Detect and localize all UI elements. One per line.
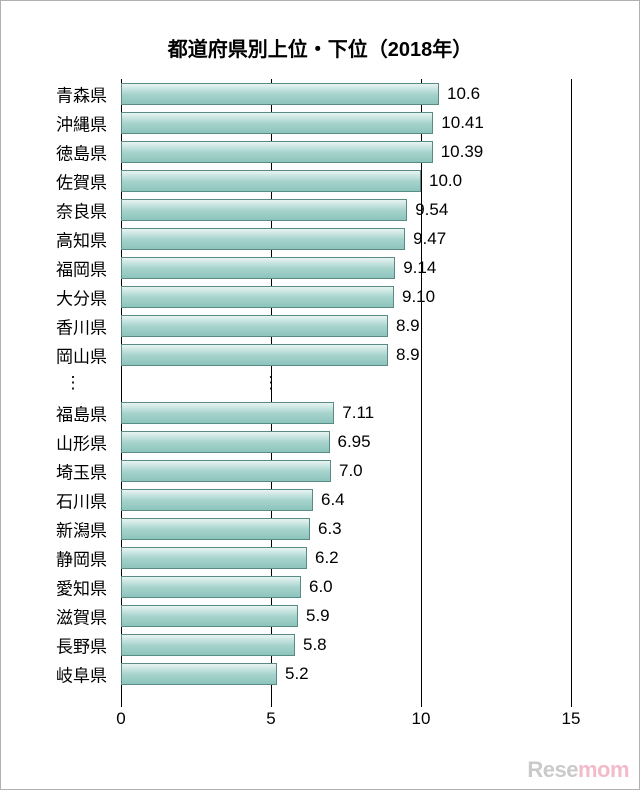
bar-label: 福岡県 — [56, 256, 107, 281]
bar-value: 10.6 — [447, 84, 480, 104]
bar — [121, 402, 334, 424]
ellipsis-value-col: ⋮ — [261, 373, 281, 389]
bar — [121, 460, 331, 482]
bar-row: 6.95山形県 — [121, 431, 330, 453]
x-gridline — [571, 79, 572, 707]
bar-label: 佐賀県 — [56, 169, 107, 194]
bar-value: 9.54 — [415, 200, 448, 220]
plot-area: 05101510.6青森県10.41沖縄県10.39徳島県10.0佐賀県9.54… — [121, 79, 571, 701]
bar-label: 滋賀県 — [56, 604, 107, 629]
bar-value: 6.4 — [321, 490, 345, 510]
bar — [121, 576, 301, 598]
bar-row: 7.0埼玉県 — [121, 460, 331, 482]
bar — [121, 518, 310, 540]
bar — [121, 605, 298, 627]
bar — [121, 141, 433, 163]
bar — [121, 431, 330, 453]
bar-value: 7.0 — [339, 461, 363, 481]
bar-label: 徳島県 — [56, 140, 107, 165]
bar-value: 9.47 — [413, 229, 446, 249]
bar-value: 8.9 — [396, 345, 420, 365]
bar-label: 高知県 — [56, 227, 107, 252]
bar-row: 10.39徳島県 — [121, 141, 433, 163]
bar-label: 山形県 — [56, 430, 107, 455]
bar-row: 6.0愛知県 — [121, 576, 301, 598]
bar-value: 9.14 — [403, 258, 436, 278]
bar-value: 6.2 — [315, 548, 339, 568]
bar — [121, 489, 313, 511]
bar-label: 静岡県 — [56, 546, 107, 571]
bar-label: 岐阜県 — [56, 662, 107, 687]
bar-row: 6.4石川県 — [121, 489, 313, 511]
bar — [121, 286, 394, 308]
bar-label: 青森県 — [56, 82, 107, 107]
chart-title: 都道府県別上位・下位（2018年） — [1, 33, 639, 62]
bar-row: 5.8長野県 — [121, 634, 295, 656]
bar-row: 5.9滋賀県 — [121, 605, 298, 627]
bar-label: 沖縄県 — [56, 111, 107, 136]
bar-value: 6.3 — [318, 519, 342, 539]
x-gridline — [421, 79, 422, 707]
bar-label: 岡山県 — [56, 343, 107, 368]
bar-row: 7.11福島県 — [121, 402, 334, 424]
bar-row: 8.9香川県 — [121, 315, 388, 337]
bar — [121, 228, 405, 250]
bar-value: 10.39 — [441, 142, 484, 162]
watermark-left: Rese — [527, 757, 578, 782]
bar-value: 10.41 — [441, 113, 484, 133]
bar-label: 長野県 — [56, 633, 107, 658]
bar — [121, 663, 277, 685]
ellipsis-label-col: ⋮ — [63, 373, 83, 389]
x-tick-label: 0 — [116, 709, 125, 729]
bar-value: 6.0 — [309, 577, 333, 597]
bar-row: 8.9岡山県 — [121, 344, 388, 366]
bar — [121, 257, 395, 279]
bar-value: 5.2 — [285, 664, 309, 684]
bar-label: 福島県 — [56, 401, 107, 426]
bar-row: 10.0佐賀県 — [121, 170, 421, 192]
bar — [121, 547, 307, 569]
watermark: Resemom — [527, 757, 629, 783]
bar — [121, 170, 421, 192]
bar-label: 新潟県 — [56, 517, 107, 542]
bar-label: 大分県 — [56, 285, 107, 310]
bar — [121, 344, 388, 366]
bar-label: 香川県 — [56, 314, 107, 339]
watermark-right: mom — [578, 757, 629, 782]
bar-row: 10.41沖縄県 — [121, 112, 433, 134]
bar-row: 5.2岐阜県 — [121, 663, 277, 685]
bar-row: 10.6青森県 — [121, 83, 439, 105]
bar — [121, 83, 439, 105]
bar-row: 9.14福岡県 — [121, 257, 395, 279]
bar — [121, 315, 388, 337]
bar-value: 10.0 — [429, 171, 462, 191]
bar-value: 9.10 — [402, 287, 435, 307]
bar-row: 6.3新潟県 — [121, 518, 310, 540]
bar-value: 7.11 — [342, 403, 374, 423]
chart-frame: 都道府県別上位・下位（2018年） 05101510.6青森県10.41沖縄県1… — [0, 0, 640, 790]
bar-row: 9.47高知県 — [121, 228, 405, 250]
bar-label: 石川県 — [56, 488, 107, 513]
bar — [121, 634, 295, 656]
bar-value: 5.9 — [306, 606, 330, 626]
bar-row: 6.2静岡県 — [121, 547, 307, 569]
bar-value: 5.8 — [303, 635, 327, 655]
bar-row: 9.54奈良県 — [121, 199, 407, 221]
x-tick-label: 15 — [562, 709, 581, 729]
bar-label: 愛知県 — [56, 575, 107, 600]
bar-value: 8.9 — [396, 316, 420, 336]
bar-value: 6.95 — [338, 432, 371, 452]
x-tick-label: 5 — [266, 709, 275, 729]
x-tick-label: 10 — [412, 709, 431, 729]
bar-row: 9.10大分県 — [121, 286, 394, 308]
bar — [121, 112, 433, 134]
bar-label: 奈良県 — [56, 198, 107, 223]
bar — [121, 199, 407, 221]
bar-label: 埼玉県 — [56, 459, 107, 484]
